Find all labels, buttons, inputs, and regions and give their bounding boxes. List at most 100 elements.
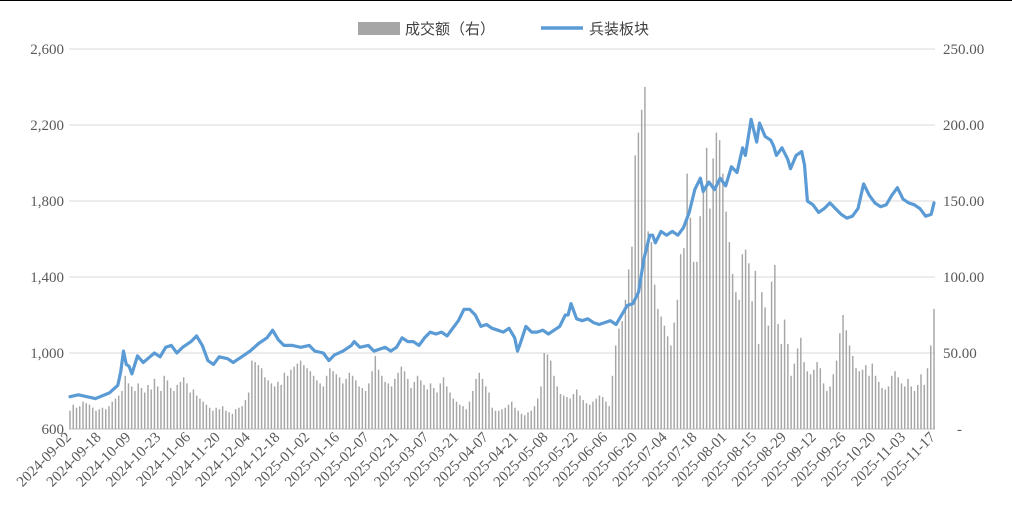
volume-bar	[260, 368, 263, 429]
volume-bar	[498, 410, 500, 429]
volume-bar	[793, 363, 796, 429]
volume-bar	[767, 325, 770, 429]
volume-bar	[806, 371, 809, 429]
volume-bar	[722, 173, 724, 429]
volume-bar	[195, 395, 198, 429]
volume-bar	[446, 386, 448, 429]
volume-bar	[130, 386, 133, 429]
left-axis-tick-label: 600	[42, 422, 65, 438]
volume-bar	[241, 406, 243, 429]
volume-bar	[692, 261, 695, 429]
volume-bar	[247, 392, 250, 429]
right-axis-tick-label: 200.00	[943, 118, 984, 134]
volume-bar	[813, 369, 815, 429]
volume-bar	[179, 381, 182, 429]
volume-bar	[579, 395, 581, 429]
volume-bar	[731, 273, 734, 429]
volume-bar	[738, 299, 740, 429]
volume-bar	[501, 409, 503, 429]
volume-bar	[826, 391, 828, 429]
volume-bar	[173, 391, 175, 429]
volume-bar	[140, 387, 143, 429]
volume-bar	[601, 397, 604, 429]
volume-bar	[647, 231, 649, 429]
volume-bar	[572, 394, 575, 429]
volume-bar	[634, 155, 636, 429]
volume-bar	[215, 407, 217, 429]
volume-bar	[452, 398, 455, 429]
volume-bar	[527, 412, 529, 429]
volume-bar	[351, 375, 354, 429]
volume-bar	[874, 375, 877, 429]
volume-bar	[709, 208, 711, 429]
volume-bar	[121, 391, 123, 429]
volume-bar	[199, 398, 201, 429]
volume-bar	[637, 132, 640, 429]
volume-bar	[306, 368, 308, 429]
volume-bar	[442, 377, 445, 429]
volume-bar	[835, 360, 838, 429]
volume-bar	[715, 132, 718, 429]
volume-bar	[205, 404, 208, 429]
volume-bar	[238, 407, 240, 429]
volume-bar	[585, 403, 588, 429]
volume-bar	[920, 374, 922, 429]
volume-bar	[423, 384, 425, 429]
left-axis-tick-label: 1,800	[30, 194, 64, 210]
volume-bar	[663, 325, 666, 429]
volume-bar	[270, 383, 273, 429]
volume-bar	[514, 407, 516, 429]
right-axis-tick-label: 150.00	[943, 194, 984, 210]
volume-bar	[371, 371, 373, 429]
volume-bar	[530, 410, 532, 429]
volume-bar	[546, 354, 549, 429]
volume-bar	[809, 374, 812, 429]
volume-bar	[459, 404, 461, 429]
right-axis-tick-label: 50.00	[943, 346, 977, 362]
volume-bar	[234, 409, 237, 429]
volume-bar	[881, 387, 883, 429]
volume-bar	[338, 377, 341, 429]
volume-bar	[296, 363, 299, 429]
volume-bar	[329, 368, 331, 429]
volume-bar	[478, 372, 480, 429]
volume-bar	[913, 391, 916, 429]
volume-bar	[290, 369, 292, 429]
volume-bar	[387, 383, 390, 429]
volume-bar	[163, 375, 165, 429]
volume-bar	[852, 356, 854, 429]
volume-bar	[312, 375, 315, 429]
volume-bar	[569, 398, 571, 429]
volume-bar	[839, 333, 841, 429]
volume-bar	[660, 316, 662, 429]
volume-bar	[381, 375, 383, 429]
volume-bar	[549, 360, 552, 429]
right-axis-tick-label: 250.00	[943, 42, 984, 58]
volume-bar	[705, 147, 708, 430]
volume-bar	[491, 407, 493, 429]
volume-bar	[933, 308, 935, 429]
volume-bar	[182, 377, 185, 429]
volume-bar	[475, 378, 477, 429]
volume-bar	[322, 386, 325, 429]
volume-bar	[69, 410, 71, 429]
volume-bar	[348, 372, 351, 429]
volume-bar	[699, 216, 701, 429]
top-border	[0, 0, 1012, 1]
volume-bar	[303, 365, 305, 429]
volume-bar	[299, 360, 302, 429]
volume-bar	[800, 337, 802, 429]
volume-bar	[416, 375, 419, 429]
volume-bar	[725, 211, 727, 429]
volume-bar	[413, 381, 416, 429]
right-axis-tick-label: 100.00	[943, 270, 984, 286]
volume-bar	[273, 386, 276, 429]
volume-bar	[244, 400, 247, 429]
volume-bar	[267, 380, 269, 429]
volume-bar	[403, 371, 406, 429]
volume-bar	[592, 401, 594, 429]
volume-bar	[865, 365, 867, 429]
volume-bar	[608, 406, 610, 429]
volume-bar	[143, 392, 146, 429]
volume-bar	[926, 368, 929, 429]
